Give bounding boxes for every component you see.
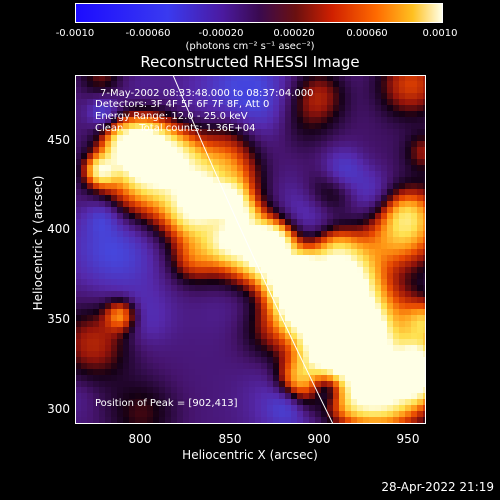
y-tick-label: 350 [47, 312, 70, 326]
colorbar [75, 3, 443, 23]
colorbar-tick: -0.00020 [198, 28, 244, 39]
info-detectors: Detectors: 3F 4F 5F 6F 7F 8F, Att 0 [95, 99, 270, 110]
y-tick-label: 300 [47, 402, 70, 416]
image-pixels [75, 75, 426, 424]
x-axis-label: Heliocentric X (arcsec) [182, 448, 318, 462]
info-clean-counts: Clean Total counts: 1.36E+04 [95, 123, 256, 134]
colorbar-tick: -0.0010 [55, 28, 95, 39]
x-tick-label: 850 [218, 432, 242, 446]
rhessi-image [75, 75, 426, 424]
solar-limb-line [172, 75, 334, 424]
x-tick-label: 800 [128, 432, 152, 446]
plot-title: Reconstructed RHESSI Image [140, 53, 360, 71]
info-peak-position: Position of Peak = [902,413] [95, 398, 238, 409]
timestamp: 28-Apr-2022 21:19 [381, 480, 494, 494]
info-energy-range: Energy Range: 12.0 - 25.0 keV [95, 111, 248, 122]
y-tick-label: 400 [47, 222, 70, 236]
colorbar-units: (photons cm⁻² s⁻¹ asec⁻²) [185, 41, 315, 52]
y-tick-label: 450 [47, 133, 70, 147]
colorbar-tick: 0.0010 [422, 28, 458, 39]
colorbar-tick: -0.00060 [125, 28, 171, 39]
info-time-range: 7-May-2002 08:33:48.000 to 08:37:04.000 [100, 88, 314, 99]
colorbar-tick: 0.00020 [273, 28, 315, 39]
colorbar-tick: 0.00060 [346, 28, 388, 39]
x-tick-label: 900 [307, 432, 331, 446]
y-axis-label: Heliocentric Y (arcsec) [31, 175, 45, 311]
x-tick-label: 950 [396, 432, 420, 446]
